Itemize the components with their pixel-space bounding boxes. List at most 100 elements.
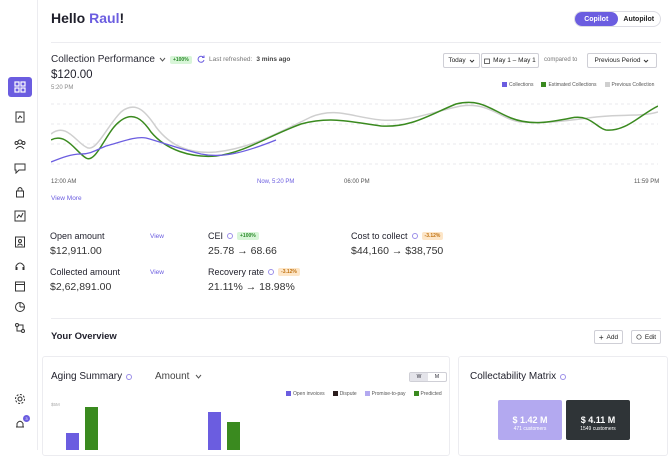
legend-label: Promise-to-pay (371, 391, 406, 397)
refresh-label: Last refreshed: (209, 55, 253, 63)
section-divider (51, 318, 661, 319)
sidebar-calendar-icon[interactable] (8, 276, 32, 296)
legend-dispute: Dispute (332, 391, 357, 397)
info-icon[interactable] (126, 373, 133, 380)
date-range-picker[interactable]: May 1 – May 1 (481, 53, 539, 68)
aging-legend: Open invoices Dispute Promise-to-pay Pre… (286, 391, 442, 397)
aging-bar (85, 407, 98, 450)
collectability-matrix-title: Collectability Matrix (470, 371, 567, 382)
edit-widget-button[interactable]: Edit (631, 330, 661, 344)
performance-time: 5:20 PM (51, 85, 74, 91)
week-toggle[interactable]: W (410, 373, 428, 381)
chevron-down-icon[interactable] (159, 57, 166, 62)
info-icon[interactable] (227, 233, 234, 239)
sidebar-piechart-icon[interactable] (8, 297, 32, 317)
range-select[interactable]: Today (443, 53, 480, 68)
legend-predicted: Predicted (413, 391, 442, 397)
matrix-title-text: Collectability Matrix (470, 371, 557, 382)
notifications-bell-icon[interactable]: 3 (8, 414, 32, 434)
cost-to-collect-label: Cost to collect -3.12% (351, 231, 444, 241)
legend-previous: Previous Collection (604, 82, 654, 88)
settings-gear-icon[interactable] (8, 389, 32, 409)
performance-title[interactable]: Collection Performance +100% (51, 54, 192, 65)
mode-toggle: Copilot Autopilot (574, 11, 661, 27)
compared-to-label: compared to (544, 57, 578, 63)
y-axis-tick: $5M (51, 402, 60, 407)
greeting-exclaim: ! (119, 10, 125, 26)
sidebar-analytics-icon[interactable] (8, 206, 32, 226)
metric-label-text: CEI (208, 231, 224, 241)
aging-summary-title: Aging Summary (51, 371, 133, 382)
matrix-cell-value: $ 1.42 M (512, 415, 548, 425)
matrix-cell-sub: 471 customers (513, 426, 547, 432)
edit-button-label: Edit (644, 333, 657, 341)
chevron-down-icon (469, 59, 475, 63)
matrix-cell[interactable]: $ 4.11 M 1549 customers (566, 400, 630, 440)
amount-select[interactable]: Amount (155, 371, 202, 382)
open-amount-view-link[interactable]: View (150, 233, 164, 240)
month-toggle[interactable]: M (434, 374, 440, 380)
matrix-cell-sub: 1549 customers (580, 426, 616, 432)
sidebar-contacts-icon[interactable] (8, 232, 32, 252)
cei-value: 25.78 → 68.66 (208, 245, 277, 257)
header-divider (51, 42, 661, 43)
calendar-icon (484, 58, 491, 64)
chevron-down-icon (195, 374, 202, 379)
refresh-icon[interactable] (197, 55, 205, 63)
open-amount-value: $12,911.00 (50, 245, 102, 257)
comparison-select-label: Previous Period (594, 57, 641, 64)
metric-label-text: Recovery rate (208, 267, 265, 277)
collected-amount-value: $2,62,891.00 (50, 281, 112, 293)
collections-line (51, 136, 277, 163)
overview-title: Your Overview (51, 331, 117, 342)
metric-label-text: Open amount (50, 231, 105, 241)
info-icon[interactable] (268, 269, 275, 275)
comparison-filter: Previous Period (587, 53, 657, 68)
sidebar-workflow-icon[interactable] (8, 318, 32, 338)
collected-amount-label: Collected amount (50, 267, 120, 277)
legend-label: Collections (509, 82, 534, 88)
performance-badge: +100% (169, 55, 192, 64)
copilot-toggle-option[interactable]: Copilot (575, 12, 618, 26)
aging-title-text: Aging Summary (51, 371, 123, 382)
legend-label: Open invoices (293, 391, 325, 397)
aging-bar (66, 433, 79, 450)
chart-legend: Collections Estimated Collections Previo… (502, 82, 654, 88)
sidebar-report-icon[interactable] (8, 107, 32, 127)
sidebar: 3 (0, 0, 38, 450)
notification-count-badge: 3 (23, 415, 30, 422)
legend-label: Predicted (420, 391, 442, 397)
main-content: Hello Raul! Copilot Autopilot Collection… (38, 0, 671, 456)
performance-title-text: Collection Performance (51, 54, 155, 65)
performance-amount: $120.00 (51, 69, 93, 81)
collection-performance-chart (51, 101, 658, 165)
autopilot-toggle-option[interactable]: Autopilot (623, 15, 655, 23)
date-filters: Today May 1 – May 1 (443, 53, 539, 68)
legend-collections: Collections (502, 82, 533, 88)
previous-collection-line (51, 104, 658, 154)
metric-label-text: Collected amount (50, 267, 121, 277)
recovery-rate-value: 21.11% → 18.98% (208, 281, 295, 293)
comparison-select[interactable]: Previous Period (587, 53, 657, 68)
open-amount-label: Open amount (50, 231, 105, 241)
add-button-label: Add (606, 333, 619, 341)
collected-amount-view-link[interactable]: View (150, 269, 164, 276)
matrix-cell[interactable]: $ 1.42 M 471 customers (498, 400, 562, 440)
sidebar-dashboard-icon[interactable] (8, 77, 32, 97)
user-name: Raul (89, 10, 120, 26)
cost-to-collect-badge: -3.12% (421, 232, 444, 240)
cei-badge: +100% (237, 232, 259, 240)
info-icon[interactable] (560, 373, 567, 380)
view-more-link[interactable]: View More (51, 195, 82, 202)
sidebar-customers-icon[interactable] (8, 134, 32, 154)
add-widget-button[interactable]: + Add (594, 330, 623, 344)
x-axis-end: 11:59 PM (634, 179, 660, 185)
sidebar-lock-icon[interactable] (8, 182, 32, 202)
info-icon[interactable] (411, 233, 418, 239)
amount-select-label: Amount (155, 371, 190, 382)
x-axis-mid: 06:00 PM (344, 179, 370, 185)
sidebar-support-icon[interactable] (8, 256, 32, 276)
sidebar-messages-icon[interactable] (8, 158, 32, 178)
estimated-collections-line (51, 101, 658, 160)
date-range-label: May 1 – May 1 (493, 57, 536, 64)
